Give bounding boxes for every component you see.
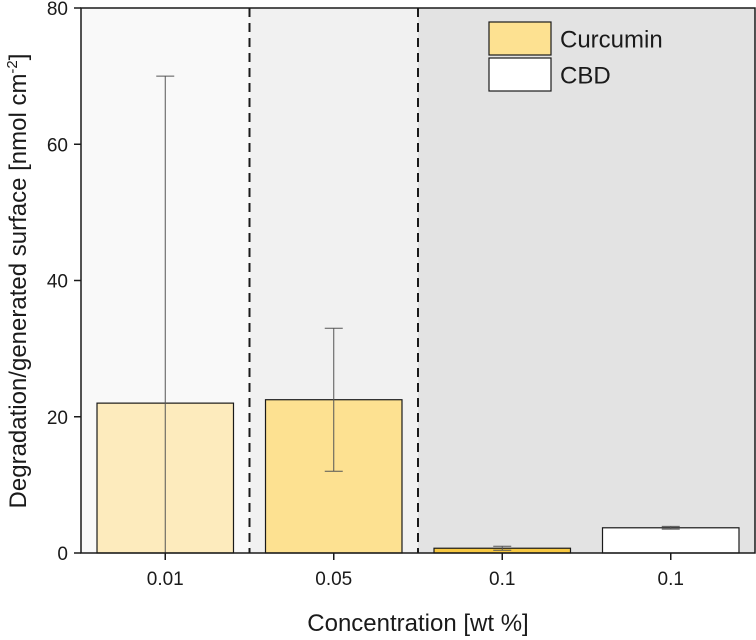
y-axis-title-main: Degradation/generated surface [nmol cm <box>5 74 32 509</box>
legend-label-0: Curcumin <box>560 27 663 54</box>
legend-swatch-1 <box>488 57 552 92</box>
region-dividers <box>248 8 419 553</box>
legend-swatch-0 <box>488 21 552 56</box>
legend-label-1: CBD <box>560 63 611 90</box>
y-tick-label-2: 40 <box>47 272 68 293</box>
y-axis-title: Degradation/generated surface [nmol cm-2… <box>4 54 32 509</box>
x-tick-label-2: 0.1 <box>489 569 515 590</box>
x-tick-label-3: 0.1 <box>658 569 684 590</box>
y-axis-title-close: ] <box>5 54 32 61</box>
y-tick-label-0: 0 <box>57 544 68 565</box>
legend: Curcumin CBD <box>488 21 663 92</box>
y-tick-label-3: 60 <box>47 135 68 156</box>
error-bars <box>156 75 680 554</box>
x-tick-label-1: 0.05 <box>315 569 352 590</box>
bar-3 <box>601 527 740 554</box>
x-axis-title: Concentration [wt %] <box>307 610 528 637</box>
y-tick-label-4: 80 <box>47 0 68 20</box>
x-tick-label-0: 0.01 <box>147 569 184 590</box>
background-region-2 <box>418 8 755 553</box>
y-tick-label-1: 20 <box>47 408 68 429</box>
y-axis-title-superscript: -2 <box>4 60 21 73</box>
ticks: 0 20 40 60 80 0.01 0.05 0.1 0.1 <box>47 0 684 590</box>
